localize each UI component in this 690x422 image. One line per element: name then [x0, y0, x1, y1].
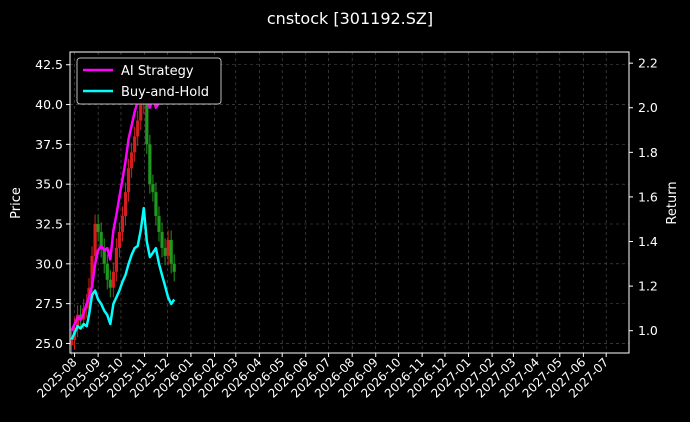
left-tick-label: 27.5: [35, 296, 63, 311]
right-tick-label: 2.2: [638, 56, 658, 71]
candle-body: [96, 224, 100, 232]
right-tick-label: 1.6: [638, 189, 658, 204]
candle-body: [102, 247, 106, 264]
left-y-axis: 25.0 27.5 30.0 32.5 35.0 37.5 40.0 42.5: [35, 57, 70, 351]
candle-body: [126, 168, 131, 193]
candle-body: [123, 192, 128, 217]
left-tick-label: 37.5: [35, 137, 63, 152]
y-axis-label-right: Return: [665, 181, 680, 224]
right-tick-label: 1.2: [638, 279, 658, 294]
candle-body: [76, 314, 80, 328]
line-series: [70, 79, 176, 341]
left-tick-label: 40.0: [35, 97, 63, 112]
candle-body: [111, 271, 115, 288]
right-tick-label: 1.8: [638, 145, 658, 160]
chart-title: cnstock [301192.SZ]: [267, 9, 433, 28]
candle-body: [160, 231, 164, 248]
plot-frame: [69, 51, 630, 354]
legend-label-buy-and-hold: Buy-and-Hold: [121, 85, 209, 100]
candle-body: [133, 136, 137, 153]
candle-body: [99, 231, 103, 248]
candle-body: [69, 340, 74, 346]
left-tick-label: 35.0: [35, 177, 63, 192]
candlestick-series: [69, 71, 176, 355]
left-tick-label: 25.0: [35, 336, 63, 351]
candle-body: [93, 224, 97, 256]
candle-body: [139, 104, 143, 121]
candle-body: [154, 192, 158, 217]
left-tick-label: 32.5: [35, 217, 63, 232]
candle-body: [151, 184, 155, 193]
legend: AI Strategy Buy-and-Hold: [76, 57, 222, 105]
left-tick-label: 42.5: [35, 57, 63, 72]
candle-body: [108, 279, 112, 288]
candle-body: [148, 144, 152, 185]
candle-body: [172, 263, 176, 272]
candle-body: [90, 255, 94, 288]
y-axis-label-left: Price: [9, 187, 24, 219]
buy-and-hold-line: [70, 206, 176, 341]
left-tick-label: 30.0: [35, 256, 63, 271]
right-tick-label: 1.4: [638, 234, 658, 249]
candle-body: [157, 216, 161, 232]
candle-body: [136, 120, 140, 137]
candle-body: [166, 239, 170, 256]
candle-body: [105, 263, 109, 280]
candle-body: [114, 247, 118, 272]
candle-body: [117, 231, 122, 248]
candle-body: [145, 80, 149, 145]
right-tick-label: 1.0: [638, 323, 658, 338]
candle-body: [163, 247, 167, 256]
ai-strategy-line: [70, 79, 175, 332]
candle-body: [130, 152, 134, 169]
candle-body: [120, 216, 125, 232]
right-y-axis: 1.0 1.2 1.4 1.6 1.8 2.0 2.2: [629, 56, 658, 338]
candle-body: [169, 239, 173, 264]
legend-label-ai-strategy: AI Strategy: [121, 64, 194, 79]
right-tick-label: 2.0: [638, 100, 658, 115]
